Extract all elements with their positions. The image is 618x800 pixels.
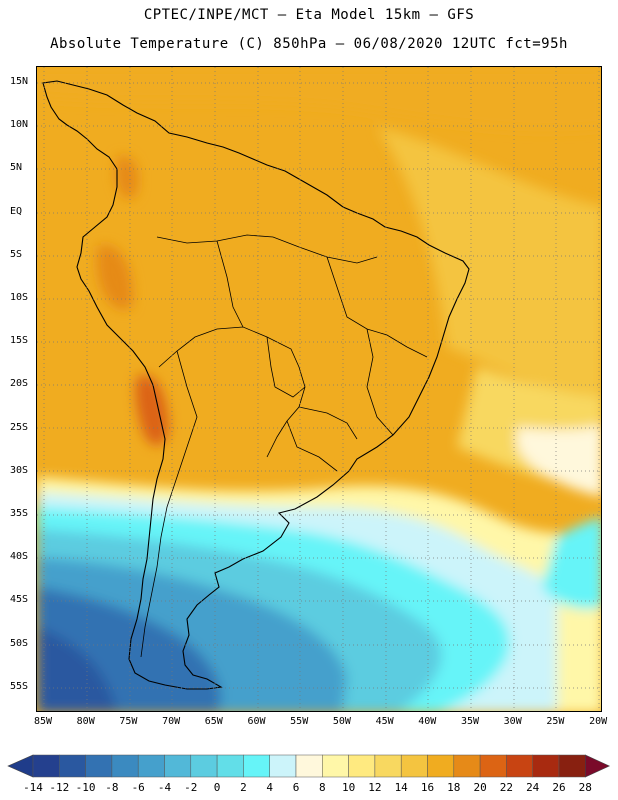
colorbar-swatch: [243, 754, 270, 778]
lat-label: 55S: [10, 680, 29, 692]
colorbar-swatch: [558, 754, 586, 778]
colorbar-tick-label: 0: [213, 781, 221, 794]
lon-label: 60W: [247, 716, 266, 727]
colorbar-tick-label: 28: [578, 781, 592, 794]
colorbar-tick-label: 20: [473, 781, 487, 794]
colorbar-swatch: [322, 754, 349, 778]
lat-label: 5N: [10, 162, 23, 174]
lon-label: 50W: [332, 716, 351, 727]
colorbar-tick-label: 6: [292, 781, 300, 794]
lat-label: 10N: [10, 119, 29, 131]
lon-label: 80W: [76, 716, 95, 727]
colorbar-tick-label: 14: [394, 781, 408, 794]
lat-label: 10S: [10, 292, 29, 303]
lat-label: 15N: [10, 76, 29, 87]
temperature-map: [36, 66, 602, 712]
lon-label: 20W: [589, 716, 608, 727]
lon-label: 75W: [119, 716, 138, 727]
colorbar-tick-label: -14: [23, 781, 43, 794]
lat-label: 35S: [10, 508, 29, 519]
colorbar-swatch: [164, 754, 192, 778]
lon-label: 55W: [290, 716, 309, 727]
colorbar-under-arrow: [7, 754, 34, 778]
colorbar-tick-label: -4: [157, 781, 172, 794]
colorbar-tick-label: 8: [318, 781, 326, 794]
colorbar-tick-label: -6: [131, 781, 145, 794]
colorbar-tick-label: 4: [266, 781, 273, 794]
colorbar-tick-label: -8: [105, 781, 119, 794]
colorbar-swatch: [453, 754, 481, 778]
lat-label: 50S: [10, 637, 29, 649]
colorbar-tick-label: 26: [552, 781, 566, 794]
colorbar-tick-label: 22: [499, 781, 514, 794]
lat-label: 40S: [10, 551, 29, 563]
colorbar-swatch: [374, 754, 402, 778]
chart-title-line1: CPTEC/INPE/MCT – Eta Model 15km – GFS: [143, 7, 475, 23]
colorbar-swatch: [400, 754, 428, 778]
colorbar-tick-label: 12: [368, 781, 382, 794]
colorbar-swatch: [111, 754, 139, 778]
lat-label: 15S: [10, 335, 29, 347]
colorbar-swatch: [427, 754, 455, 778]
colorbar-tick-label: -2: [184, 781, 198, 794]
colorbar-swatch: [348, 754, 376, 778]
lon-label: 65W: [204, 716, 223, 727]
colorbar-swatch: [506, 754, 533, 778]
lat-label: 45S: [10, 594, 29, 606]
lat-label: 20S: [10, 378, 29, 390]
lon-label: 85W: [33, 716, 53, 727]
south-america-coastline: [42, 80, 470, 690]
lon-label: 30W: [503, 716, 522, 727]
colorbar-swatch: [190, 754, 218, 778]
colorbar-tick-label: 16: [420, 781, 435, 794]
colorbar-swatch: [32, 754, 60, 778]
chart-title-line2: Absolute Temperature (C) 850hPa – 06/08/…: [50, 36, 568, 52]
lat-label: 25S: [10, 421, 29, 433]
colorbar-tick-label: 24: [526, 781, 540, 794]
colorbar-tick-label: -12: [49, 781, 70, 794]
colorbar-tick-label: 2: [240, 781, 247, 794]
colorbar-tick-label: 18: [447, 781, 461, 794]
colorbar-swatch: [59, 754, 86, 778]
colorbar-tick-label: 10: [341, 781, 356, 794]
lon-label: 45W: [375, 716, 394, 727]
lat-label: EQ: [10, 205, 23, 217]
colorbar-tick-label: -10: [75, 781, 96, 794]
lon-label: 70W: [162, 716, 181, 727]
map-canvas: [37, 67, 601, 711]
colorbar-swatch: [137, 754, 165, 778]
colorbar: [7, 754, 611, 778]
country-borders: [140, 234, 428, 658]
lat-label: 5S: [10, 248, 23, 260]
lon-label: 40W: [418, 716, 437, 727]
colorbar-swatch: [295, 754, 323, 778]
lon-label: 35W: [460, 716, 480, 727]
colorbar-swatch: [479, 754, 507, 778]
colorbar-swatch: [269, 754, 297, 778]
colorbar-over-arrow: [584, 754, 611, 778]
lat-label: 30S: [10, 464, 29, 476]
colorbar-swatch: [216, 754, 244, 778]
colorbar-swatch: [85, 754, 113, 778]
colorbar-swatch: [532, 754, 560, 778]
lon-label: 25W: [546, 716, 565, 727]
